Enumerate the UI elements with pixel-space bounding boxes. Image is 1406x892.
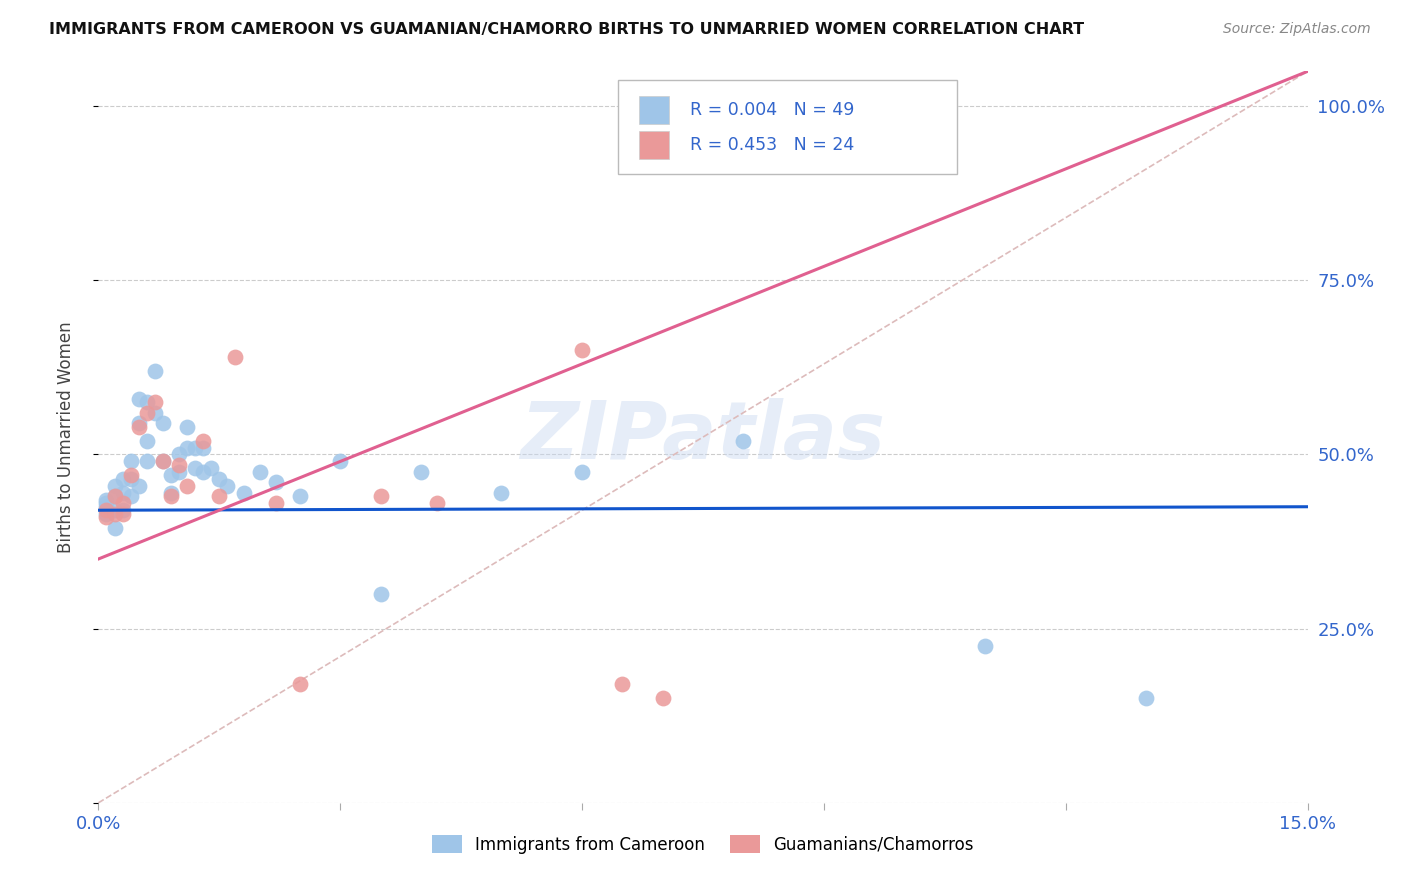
Point	[103, 479, 125, 493]
Point	[152, 454, 174, 468]
Point	[120, 489, 142, 503]
Point	[733, 434, 755, 448]
Point	[96, 510, 118, 524]
Point	[135, 434, 157, 448]
Point	[249, 465, 271, 479]
Point	[571, 343, 593, 357]
Point	[135, 395, 157, 409]
Point	[200, 461, 222, 475]
Point	[96, 503, 118, 517]
Point	[974, 639, 997, 653]
FancyBboxPatch shape	[638, 96, 669, 124]
Point	[193, 434, 215, 448]
Point	[184, 461, 207, 475]
Point	[128, 416, 150, 430]
Point	[120, 472, 142, 486]
FancyBboxPatch shape	[638, 131, 669, 159]
Point	[232, 485, 254, 500]
Point	[167, 448, 190, 462]
Y-axis label: Births to Unmarried Women: Births to Unmarried Women	[56, 321, 75, 553]
Point	[120, 454, 142, 468]
Point	[96, 496, 118, 510]
Point	[612, 677, 634, 691]
Point	[152, 416, 174, 430]
Point	[160, 485, 183, 500]
Point	[103, 507, 125, 521]
Point	[120, 468, 142, 483]
Point	[111, 503, 134, 517]
Point	[208, 472, 231, 486]
Point	[111, 472, 134, 486]
Point	[409, 465, 432, 479]
Point	[167, 458, 190, 472]
Point	[651, 691, 673, 706]
Legend: Immigrants from Cameroon, Guamanians/Chamorros: Immigrants from Cameroon, Guamanians/Cha…	[425, 829, 981, 860]
Point	[264, 496, 287, 510]
Point	[128, 392, 150, 406]
Point	[426, 496, 449, 510]
Point	[491, 485, 513, 500]
Point	[264, 475, 287, 490]
Point	[143, 406, 166, 420]
FancyBboxPatch shape	[619, 80, 957, 174]
Point	[160, 489, 183, 503]
Point	[370, 587, 392, 601]
Point	[208, 489, 231, 503]
Point	[111, 496, 134, 510]
Point	[111, 507, 134, 521]
Point	[103, 489, 125, 503]
Text: R = 0.453   N = 24: R = 0.453 N = 24	[690, 136, 853, 154]
Point	[135, 406, 157, 420]
Point	[1135, 691, 1157, 706]
Point	[193, 465, 215, 479]
Point	[176, 441, 198, 455]
Point	[176, 419, 198, 434]
Text: Source: ZipAtlas.com: Source: ZipAtlas.com	[1223, 22, 1371, 37]
Text: IMMIGRANTS FROM CAMEROON VS GUAMANIAN/CHAMORRO BIRTHS TO UNMARRIED WOMEN CORRELA: IMMIGRANTS FROM CAMEROON VS GUAMANIAN/CH…	[49, 22, 1084, 37]
Point	[96, 492, 118, 507]
Point	[111, 485, 134, 500]
Point	[135, 454, 157, 468]
Point	[128, 419, 150, 434]
Point	[103, 521, 125, 535]
Point	[224, 350, 246, 364]
Point	[193, 441, 215, 455]
Point	[96, 500, 118, 514]
Point	[288, 489, 311, 503]
Point	[143, 395, 166, 409]
Point	[103, 489, 125, 503]
Point	[571, 465, 593, 479]
Point	[128, 479, 150, 493]
Point	[152, 454, 174, 468]
Point	[160, 468, 183, 483]
Point	[176, 479, 198, 493]
Point	[103, 503, 125, 517]
Point	[143, 364, 166, 378]
Point	[96, 507, 118, 521]
Point	[288, 677, 311, 691]
Text: ZIPatlas: ZIPatlas	[520, 398, 886, 476]
Text: R = 0.004   N = 49: R = 0.004 N = 49	[690, 101, 853, 120]
Point	[370, 489, 392, 503]
Point	[217, 479, 239, 493]
Point	[167, 465, 190, 479]
Point	[184, 441, 207, 455]
Point	[329, 454, 352, 468]
